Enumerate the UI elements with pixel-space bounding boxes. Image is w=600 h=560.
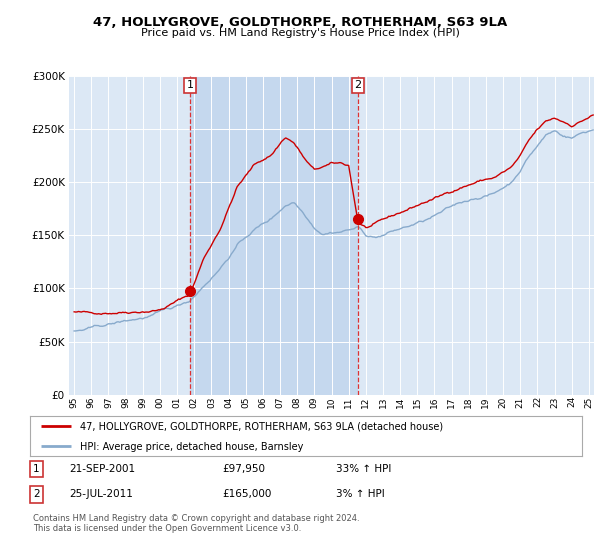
Text: 1: 1 — [33, 464, 40, 474]
Text: HPI: Average price, detached house, Barnsley: HPI: Average price, detached house, Barn… — [80, 442, 303, 452]
Text: 3% ↑ HPI: 3% ↑ HPI — [336, 489, 385, 500]
Text: 1: 1 — [187, 81, 193, 90]
Text: 33% ↑ HPI: 33% ↑ HPI — [336, 464, 391, 474]
Text: 2: 2 — [33, 489, 40, 500]
Text: 2: 2 — [355, 81, 362, 90]
Text: Price paid vs. HM Land Registry's House Price Index (HPI): Price paid vs. HM Land Registry's House … — [140, 28, 460, 38]
Text: 21-SEP-2001: 21-SEP-2001 — [69, 464, 135, 474]
Text: 47, HOLLYGROVE, GOLDTHORPE, ROTHERHAM, S63 9LA (detached house): 47, HOLLYGROVE, GOLDTHORPE, ROTHERHAM, S… — [80, 422, 443, 432]
Text: 47, HOLLYGROVE, GOLDTHORPE, ROTHERHAM, S63 9LA: 47, HOLLYGROVE, GOLDTHORPE, ROTHERHAM, S… — [93, 16, 507, 29]
Text: 25-JUL-2011: 25-JUL-2011 — [69, 489, 133, 500]
Text: £165,000: £165,000 — [222, 489, 271, 500]
Text: £97,950: £97,950 — [222, 464, 265, 474]
Bar — [190, 76, 358, 395]
Text: Contains HM Land Registry data © Crown copyright and database right 2024.
This d: Contains HM Land Registry data © Crown c… — [33, 514, 359, 534]
